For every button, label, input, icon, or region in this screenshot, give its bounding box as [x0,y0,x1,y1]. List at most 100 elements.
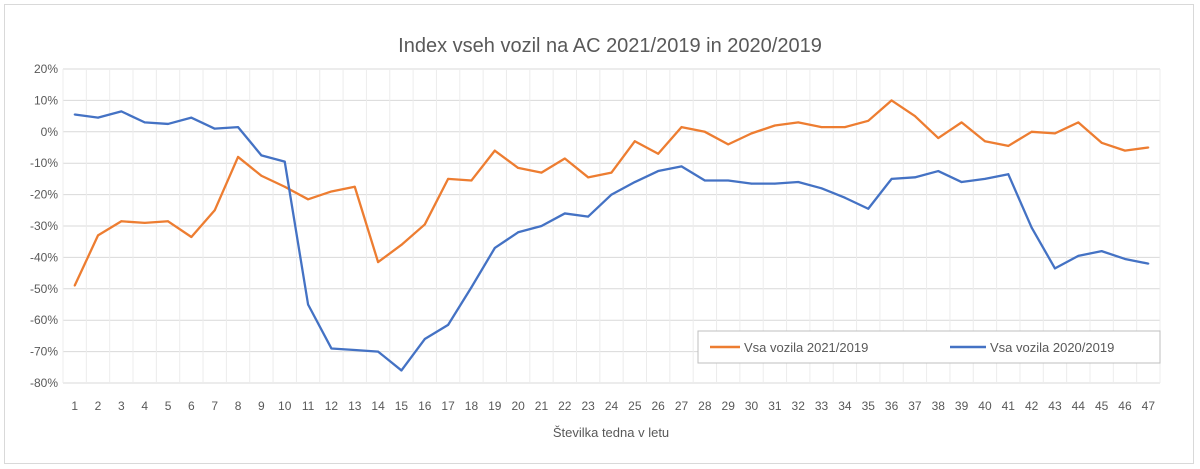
y-tick-label: -30% [30,219,58,233]
data-point [680,126,683,129]
x-tick-label: 17 [441,399,455,413]
x-tick-label: 36 [885,399,899,413]
y-tick-label: 0% [41,125,59,139]
y-tick-label: -40% [30,250,58,264]
data-point [1053,132,1056,135]
data-point [540,171,543,174]
data-point [190,235,193,238]
x-tick-label: 15 [395,399,409,413]
chart-title: Index vseh vozil na AC 2021/2019 in 2020… [398,35,822,57]
data-point [377,261,380,264]
data-point [470,179,473,182]
data-point [237,126,240,129]
data-point [843,126,846,129]
data-point [1147,146,1150,149]
data-point [867,207,870,210]
x-tick-label: 33 [815,399,829,413]
data-point [120,110,123,113]
data-point [493,246,496,249]
data-point [773,182,776,185]
data-point [190,116,193,119]
data-point [260,154,263,157]
x-tick-label: 35 [862,399,876,413]
data-point [727,179,730,182]
data-point [1123,149,1126,152]
x-tick-label: 11 [302,399,315,413]
x-tick-label: 43 [1048,399,1062,413]
data-point [143,121,146,124]
x-tick-label: 39 [955,399,969,413]
data-point [120,220,123,223]
data-point [330,347,333,350]
data-point [97,234,100,237]
data-point [960,121,963,124]
x-tick-label: 44 [1072,399,1086,413]
x-tick-label: 8 [235,399,242,413]
data-point [587,176,590,179]
legend: Vsa vozila 2021/2019 Vsa vozila 2020/201… [697,330,1161,364]
x-tick-label: 18 [465,399,479,413]
data-point [657,152,660,155]
data-point [213,127,216,130]
data-point [960,181,963,184]
x-tick-label: 3 [118,399,125,413]
x-tick-label: 9 [258,399,265,413]
data-point [517,231,520,234]
data-point [820,187,823,190]
data-point [983,177,986,180]
data-point [937,170,940,173]
x-tick-label: 46 [1118,399,1132,413]
data-point [657,170,660,173]
x-tick-label: 21 [535,399,549,413]
y-tick-label: -60% [30,313,58,327]
data-point [1147,262,1150,265]
data-point [890,177,893,180]
data-point [703,179,706,182]
x-tick-label: 28 [698,399,712,413]
data-point [1077,121,1080,124]
data-point [353,349,356,352]
data-point [307,198,310,201]
x-tick-label: 37 [908,399,922,413]
data-point [633,181,636,184]
data-point [400,369,403,372]
x-tick-label: 24 [605,399,619,413]
data-point [843,196,846,199]
x-tick-label: 19 [488,399,502,413]
x-tick-label: 2 [95,399,102,413]
data-point [73,113,76,116]
y-tick-label: -10% [30,156,58,170]
data-point [1053,267,1056,270]
data-point [727,143,730,146]
data-point [167,122,170,125]
data-point [283,185,286,188]
x-tick-label: 47 [1142,399,1156,413]
data-point [307,303,310,306]
data-point [1007,144,1010,147]
data-point [867,119,870,122]
data-point [423,338,426,341]
data-point [400,243,403,246]
data-point [1077,254,1080,257]
x-axis-title: Številka tedna v letu [553,425,669,440]
data-point [237,155,240,158]
legend-label-2021: Vsa vozila 2021/2019 [744,340,868,355]
x-tick-label: 14 [371,399,385,413]
data-point [470,286,473,289]
data-point [353,185,356,188]
x-tick-label: 26 [652,399,666,413]
x-tick-label: 10 [278,399,292,413]
data-point [73,284,76,287]
x-tick-label: 4 [141,399,148,413]
y-tick-label: 10% [34,93,58,107]
data-point [1007,173,1010,176]
x-tick-label: 12 [325,399,339,413]
x-tick-label: 34 [838,399,852,413]
data-point [890,99,893,102]
data-point [610,171,613,174]
data-point [750,182,753,185]
data-point [703,130,706,133]
data-point [563,157,566,160]
y-tick-label: -50% [30,282,58,296]
